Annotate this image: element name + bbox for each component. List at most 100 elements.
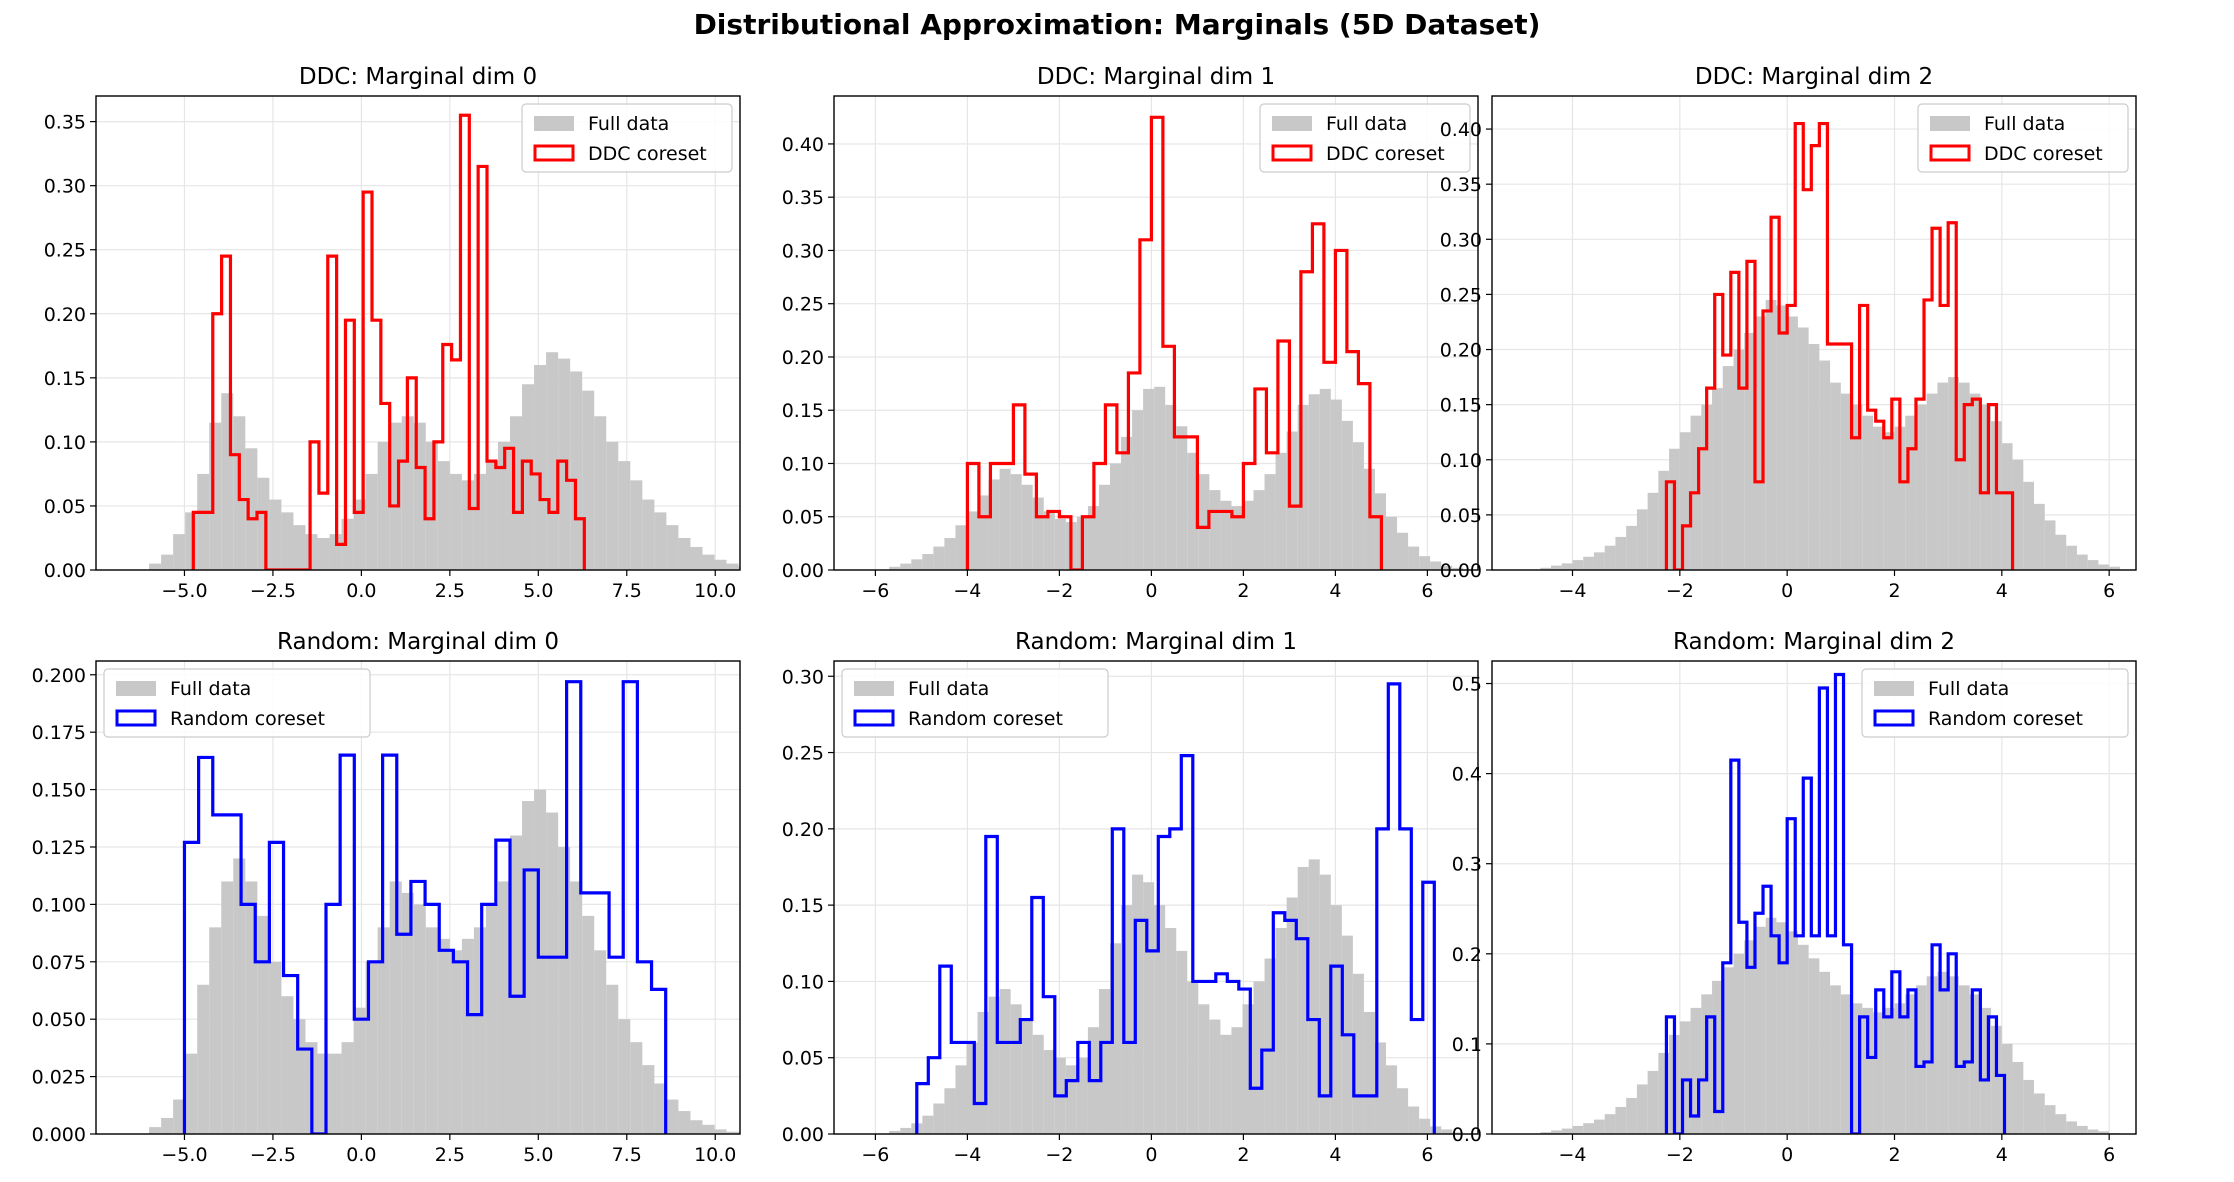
full-data-bar (1883, 432, 1895, 570)
y-tick-label: 0.20 (782, 819, 824, 841)
full-data-bar (1231, 1027, 1243, 1134)
full-data-bar (1658, 470, 1670, 570)
full-data-bar (1561, 1128, 1573, 1134)
full-data-bar (1679, 432, 1691, 570)
full-data-bar (2066, 545, 2077, 570)
full-data-bar (1851, 1003, 1863, 1134)
full-data-bar (245, 448, 258, 570)
full-data-bar (2023, 481, 2035, 570)
y-tick-label: 0.15 (782, 895, 824, 917)
y-tick-label: 0.10 (44, 432, 86, 454)
full-data-bar (2087, 1129, 2099, 1134)
full-data-bar (510, 416, 523, 570)
full-data-bar (2098, 564, 2110, 570)
full-data-bar (1352, 973, 1364, 1134)
full-data-bar (690, 1120, 703, 1134)
x-tick-label: −2 (1045, 580, 1073, 602)
full-data-bar (1937, 971, 1949, 1134)
x-tick-label: −4 (1558, 580, 1586, 602)
subplot-4: −6 −4 −2 0 2 4 6 0.00 0.05 0.10 0.15 0.20 0.25 0.30 Ra… (782, 629, 1479, 1166)
full-data-bar (1419, 556, 1431, 570)
y-tick-label: 0.5 (1452, 674, 1482, 696)
y-tick-label: 0.20 (1440, 340, 1482, 362)
x-tick-label: 0.0 (346, 580, 376, 602)
y-tick-label: 0.050 (32, 1009, 86, 1031)
y-tick-label: 0.1 (1452, 1034, 1482, 1056)
full-data-bar (1615, 1106, 1627, 1134)
x-tick-label: 10.0 (694, 580, 736, 602)
full-data-bar (1441, 1129, 1453, 1134)
full-data-bar (1386, 516, 1398, 570)
full-data-bar (149, 563, 162, 570)
y-tick-label: 0.05 (782, 507, 824, 529)
full-data-bar (1441, 565, 1453, 570)
full-data-bar (1862, 1007, 1874, 1134)
full-data-bar (1572, 1125, 1584, 1134)
y-tick-label: 0.35 (44, 112, 86, 134)
full-data-bar (233, 858, 246, 1134)
x-tick-label: −4 (953, 1144, 981, 1166)
full-data-bar (933, 1103, 945, 1134)
legend-swatch-coreset (1873, 709, 1915, 727)
full-data-bar (449, 473, 462, 570)
axes-frame (95, 95, 741, 571)
full-data-bar (1873, 1012, 1884, 1134)
full-data-bar (1583, 556, 1594, 570)
full-data-bar (726, 1131, 739, 1134)
legend-swatch-coreset (853, 709, 895, 727)
legend-swatch-full-data (1930, 116, 1970, 131)
subplot-5: −4 −2 0 2 4 6 0.0 0.1 0.2 0.3 0.4 0.5 Random: Margin… (1452, 629, 2137, 1166)
subplot-0: −5.0 −2.5 0.0 2.5 5.0 7.5 10.0 0.00 0.05 0.10 0.15… (44, 64, 741, 602)
full-data-bar (1154, 386, 1166, 570)
full-data-bar (425, 441, 438, 570)
full-data-bar (1308, 394, 1320, 570)
full-data-bar (606, 441, 619, 570)
legend-label-coreset: Random coreset (908, 708, 1063, 730)
full-data-bar (1572, 560, 1584, 570)
full-data-bar (630, 1042, 643, 1134)
y-tick-label: 0.00 (1440, 560, 1482, 582)
axes-frame (833, 95, 1479, 571)
full-data-bar (497, 881, 510, 1134)
full-data-bar (1363, 468, 1375, 570)
full-data-bar (1220, 500, 1232, 570)
full-data-bar (377, 441, 390, 570)
x-tick-label: 2 (1888, 580, 1900, 602)
full-data-bar (1143, 388, 1155, 570)
full-data-bar (1851, 404, 1863, 570)
full-data-bar (2098, 1131, 2110, 1134)
full-data-bar (161, 1117, 174, 1134)
full-data-bar (1636, 1084, 1648, 1134)
full-data-bar (293, 1019, 306, 1134)
legend-swatch-full-data (854, 681, 894, 696)
full-data-bar (1883, 1007, 1895, 1134)
full-data-bar (1198, 1004, 1210, 1134)
x-tick-label: 0 (1145, 580, 1157, 602)
full-data-bar (1701, 404, 1713, 570)
y-tick-label: 0.025 (32, 1067, 86, 1089)
full-data-bar (1363, 1011, 1375, 1134)
full-data-bar (1873, 426, 1884, 570)
axes-frame (833, 660, 1479, 1135)
full-data-bar (413, 904, 426, 1134)
full-data-bar (510, 835, 523, 1134)
x-tick-label: −6 (861, 1144, 889, 1166)
full-data-bar (1319, 388, 1331, 570)
y-tick-label: 0.30 (1440, 229, 1482, 251)
y-tick-label: 0.25 (782, 743, 824, 765)
full-data-bar (1408, 1106, 1420, 1134)
full-data-bar (922, 1115, 934, 1134)
full-data-bar (1198, 474, 1210, 570)
full-data-bar (678, 537, 691, 570)
full-data-bar (642, 1065, 655, 1134)
full-data-bar (1209, 1019, 1221, 1134)
full-data-bar (449, 950, 462, 1134)
x-tick-label: −2.5 (250, 1144, 296, 1166)
full-data-bar (1593, 1119, 1605, 1134)
full-data-bar (1419, 1118, 1431, 1134)
full-data-bar (185, 1053, 198, 1134)
subplot-title: Random: Marginal dim 2 (1673, 629, 1955, 655)
full-data-bar (437, 461, 450, 570)
full-data-bar (522, 384, 535, 570)
